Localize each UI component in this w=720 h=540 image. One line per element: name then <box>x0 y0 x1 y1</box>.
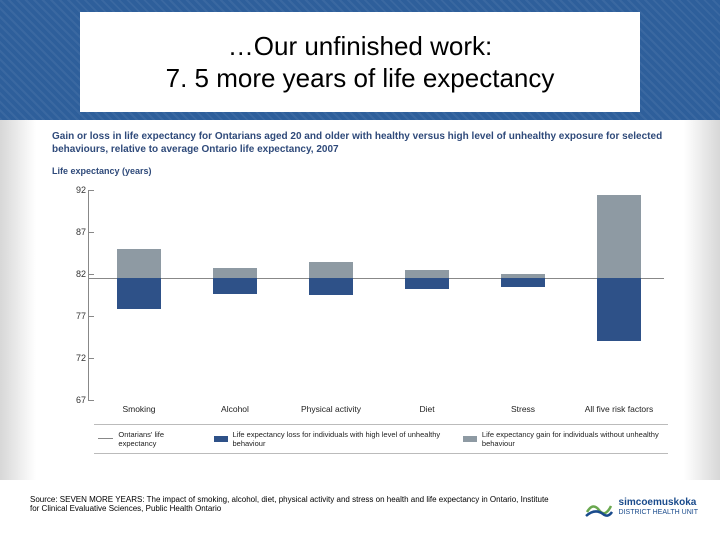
logo-icon <box>583 492 613 522</box>
category: Diet <box>392 190 462 400</box>
legend: Ontarians' life expectancy Life expectan… <box>94 424 668 454</box>
source-text: Source: SEVEN MORE YEARS: The impact of … <box>30 495 550 514</box>
legend-swatch-loss <box>214 436 228 442</box>
slide-title: …Our unfinished work: 7. 5 more years of… <box>166 30 555 95</box>
category: Alcohol <box>200 190 270 400</box>
bar-gain <box>309 262 353 278</box>
bar-gain <box>405 270 449 278</box>
baseline-line <box>88 278 664 279</box>
legend-swatch-gain <box>463 436 477 442</box>
category-label: Stress <box>488 404 558 414</box>
logo: simcoemuskoka DISTRICT HEALTH UNIT <box>583 492 698 522</box>
bar-gain <box>117 249 161 278</box>
plot-area: 677277828792SmokingAlcoholPhysical activ… <box>94 190 664 400</box>
bar-loss <box>597 278 641 341</box>
category-label: Alcohol <box>200 404 270 414</box>
y-axis-label: Life expectancy (years) <box>52 166 152 176</box>
legend-swatch-baseline <box>98 438 113 439</box>
chart-title: Gain or loss in life expectancy for Onta… <box>52 130 668 156</box>
y-tick: 92 <box>52 185 86 195</box>
bar-loss <box>501 278 545 286</box>
category: All five risk factors <box>584 190 654 400</box>
title-line-2: 7. 5 more years of life expectancy <box>166 63 555 93</box>
chart: Gain or loss in life expectancy for Onta… <box>52 130 668 460</box>
bar-gain <box>213 268 257 278</box>
category: Physical activity <box>296 190 366 400</box>
slide: …Our unfinished work: 7. 5 more years of… <box>0 0 720 540</box>
logo-text: simcoemuskoka DISTRICT HEALTH UNIT <box>619 498 698 516</box>
bar-loss <box>405 278 449 289</box>
bar-loss <box>117 278 161 309</box>
bar-loss <box>309 278 353 295</box>
side-gradient-right <box>684 120 720 480</box>
category-label: All five risk factors <box>584 404 654 414</box>
legend-gain: Life expectancy gain for individuals wit… <box>463 430 664 448</box>
side-gradient-left <box>0 120 36 480</box>
title-line-1: …Our unfinished work: <box>228 31 492 61</box>
y-tick: 82 <box>52 269 86 279</box>
title-box: …Our unfinished work: 7. 5 more years of… <box>80 12 640 112</box>
y-tick: 72 <box>52 353 86 363</box>
legend-loss: Life expectancy loss for individuals wit… <box>214 430 441 448</box>
bar-gain <box>597 195 641 278</box>
category: Stress <box>488 190 558 400</box>
category-label: Physical activity <box>296 404 366 414</box>
legend-baseline: Ontarians' life expectancy <box>98 430 192 448</box>
y-tick: 87 <box>52 227 86 237</box>
category-label: Diet <box>392 404 462 414</box>
category-label: Smoking <box>104 404 174 414</box>
y-axis-line <box>88 190 89 400</box>
y-tick: 67 <box>52 395 86 405</box>
y-tick: 77 <box>52 311 86 321</box>
category: Smoking <box>104 190 174 400</box>
bar-loss <box>213 278 257 294</box>
